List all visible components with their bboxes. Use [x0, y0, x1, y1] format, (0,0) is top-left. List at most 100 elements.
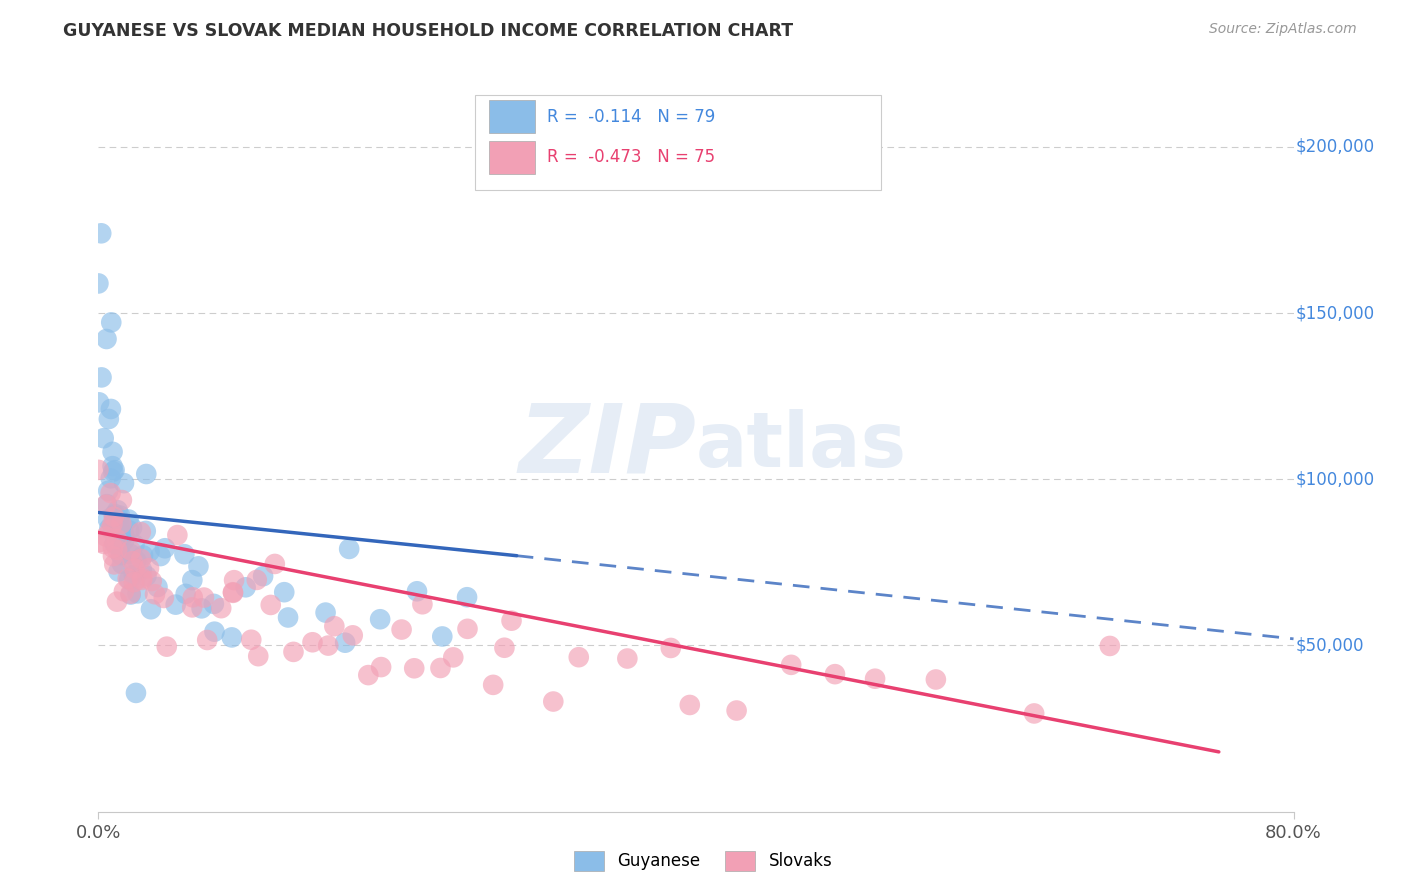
Point: [456, 591, 478, 605]
Point: [96, 332, 118, 346]
Point: [124, 561, 146, 575]
Point: [127, 586, 149, 600]
Point: [117, 572, 139, 586]
Point: [1024, 706, 1046, 721]
Point: [87, 395, 110, 409]
Point: [273, 585, 295, 599]
Point: [105, 542, 128, 557]
Point: [429, 661, 451, 675]
Point: [143, 587, 166, 601]
Point: [138, 561, 160, 575]
Point: [277, 610, 299, 624]
Point: [103, 558, 125, 572]
Point: [202, 597, 225, 611]
Point: [114, 527, 136, 541]
Point: [190, 601, 212, 615]
Point: [120, 588, 142, 602]
Point: [94, 529, 117, 543]
Point: [323, 619, 346, 633]
Point: [100, 315, 122, 329]
Point: [120, 543, 142, 558]
Point: [166, 528, 188, 542]
Point: [187, 559, 209, 574]
Point: [107, 511, 129, 525]
Point: [105, 532, 128, 546]
Point: [337, 541, 360, 556]
Point: [240, 632, 263, 647]
Point: [441, 650, 464, 665]
Point: [173, 547, 195, 561]
Point: [863, 672, 886, 686]
Point: [568, 650, 591, 665]
Point: [110, 530, 132, 544]
Point: [135, 467, 157, 481]
Point: [181, 591, 204, 605]
Point: [103, 508, 125, 523]
Point: [97, 412, 120, 426]
Point: [132, 549, 155, 563]
Point: [100, 401, 122, 416]
Point: [404, 661, 426, 675]
Point: [125, 553, 148, 567]
Point: [780, 657, 803, 672]
Point: [104, 507, 127, 521]
Point: [103, 465, 125, 479]
Point: [139, 602, 162, 616]
Point: [209, 601, 232, 615]
Point: [156, 640, 179, 654]
Point: [411, 597, 433, 611]
Point: [616, 651, 638, 665]
Point: [181, 573, 204, 587]
Point: [246, 573, 269, 587]
Point: [135, 524, 157, 538]
Point: [195, 632, 218, 647]
Point: [342, 628, 364, 642]
Point: [482, 678, 505, 692]
Point: [152, 591, 174, 605]
Point: [112, 584, 135, 599]
Point: [222, 573, 245, 587]
Point: [925, 673, 948, 687]
Point: [101, 549, 124, 563]
Text: R =  -0.114   N = 79: R = -0.114 N = 79: [547, 108, 714, 126]
Point: [368, 612, 391, 626]
Point: [111, 557, 134, 571]
Point: [124, 537, 146, 551]
Point: [122, 567, 145, 582]
Text: $150,000: $150,000: [1296, 304, 1375, 322]
Point: [543, 694, 565, 708]
Point: [222, 585, 245, 599]
Point: [112, 533, 135, 548]
Point: [252, 569, 274, 583]
Point: [129, 525, 152, 540]
Point: [221, 631, 243, 645]
Point: [104, 536, 127, 550]
Point: [101, 519, 124, 533]
Point: [108, 520, 131, 534]
Point: [90, 227, 112, 241]
Point: [370, 660, 392, 674]
Point: [263, 557, 285, 571]
Point: [138, 544, 160, 558]
Point: [149, 549, 172, 563]
Point: [193, 591, 215, 605]
Point: [725, 704, 748, 718]
Point: [247, 649, 270, 664]
Point: [315, 606, 337, 620]
Point: [501, 614, 523, 628]
Text: GUYANESE VS SLOVAK MEDIAN HOUSEHOLD INCOME CORRELATION CHART: GUYANESE VS SLOVAK MEDIAN HOUSEHOLD INCO…: [63, 22, 793, 40]
Text: $100,000: $100,000: [1296, 470, 1375, 488]
Point: [120, 547, 142, 561]
Point: [111, 493, 134, 508]
Point: [121, 521, 143, 535]
Point: [181, 600, 204, 615]
Point: [301, 635, 323, 649]
Text: ZIP: ZIP: [517, 400, 696, 492]
Point: [432, 630, 454, 644]
Point: [121, 554, 143, 568]
Point: [87, 463, 110, 477]
Point: [98, 523, 121, 537]
Point: [110, 549, 132, 563]
Text: $50,000: $50,000: [1296, 637, 1364, 655]
Point: [101, 445, 124, 459]
